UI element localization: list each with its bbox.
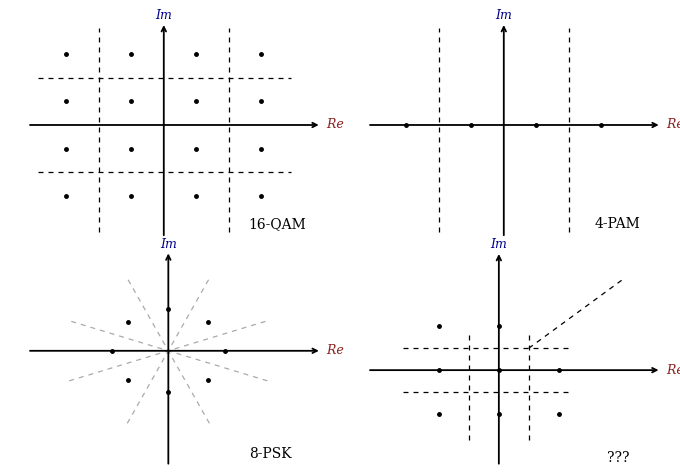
Text: Re: Re	[323, 344, 344, 357]
Text: 8-PSK: 8-PSK	[249, 447, 291, 461]
Text: Im: Im	[495, 9, 512, 22]
Text: Re: Re	[663, 119, 680, 131]
Text: 16-QAM: 16-QAM	[249, 217, 307, 231]
Text: ???: ???	[607, 451, 630, 465]
Text: Re: Re	[663, 364, 680, 377]
Text: Re: Re	[323, 119, 344, 131]
Text: Im: Im	[490, 238, 507, 251]
Text: 4-PAM: 4-PAM	[595, 217, 641, 231]
Text: Im: Im	[155, 9, 172, 22]
Text: Im: Im	[160, 238, 177, 251]
